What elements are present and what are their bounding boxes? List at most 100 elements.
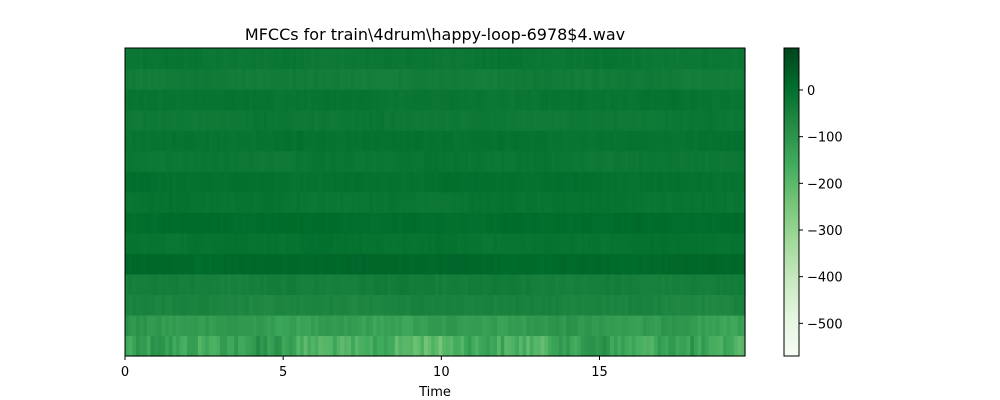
- heatmap-cell: [540, 89, 546, 111]
- heatmap-cell: [154, 68, 159, 90]
- heatmap-cell: [150, 89, 155, 111]
- heatmap-cell: [380, 335, 385, 357]
- heatmap-cell: [591, 253, 597, 275]
- heatmap-cell: [668, 68, 673, 90]
- heatmap-cell: [300, 150, 305, 172]
- heatmap-cell: [555, 273, 560, 295]
- heatmap-cell: [340, 150, 345, 172]
- heatmap-cell: [402, 68, 407, 90]
- heatmap-cell: [697, 109, 702, 131]
- heatmap-cell: [679, 109, 684, 131]
- heatmap-cell: [292, 253, 298, 275]
- heatmap-cell: [365, 150, 370, 172]
- heatmap-cell: [263, 48, 268, 70]
- heatmap-cell: [551, 89, 556, 111]
- heatmap-cell: [176, 191, 181, 213]
- heatmap-cell: [409, 109, 414, 131]
- heatmap-cell: [146, 130, 152, 152]
- heatmap-cell: [413, 48, 418, 70]
- heatmap-cell: [259, 253, 265, 275]
- heatmap-cell: [168, 48, 174, 70]
- heatmap-cell: [300, 232, 305, 254]
- heatmap-cell: [726, 109, 732, 131]
- heatmap-cell: [249, 130, 254, 152]
- heatmap-cell: [245, 253, 250, 275]
- heatmap-cell: [515, 109, 520, 131]
- heatmap-cell: [252, 109, 257, 131]
- heatmap-cell: [456, 212, 462, 234]
- heatmap-cell: [475, 130, 480, 152]
- heatmap-cell: [373, 294, 378, 316]
- heatmap-cell: [621, 68, 626, 90]
- heatmap-cell: [296, 130, 301, 152]
- heatmap-cell: [573, 191, 578, 213]
- heatmap-cell: [329, 171, 334, 193]
- heatmap-cell: [285, 68, 290, 90]
- heatmap-cell: [132, 335, 137, 357]
- heatmap-cell: [249, 273, 254, 295]
- heatmap-cell: [726, 130, 732, 152]
- heatmap-cell: [143, 212, 148, 234]
- heatmap-cell: [135, 253, 141, 275]
- heatmap-cell: [715, 253, 721, 275]
- heatmap-cell: [591, 294, 597, 316]
- heatmap-cell: [230, 212, 236, 234]
- heatmap-cell: [599, 48, 604, 70]
- heatmap-cell: [595, 294, 600, 316]
- heatmap-cell: [661, 294, 666, 316]
- heatmap-cell: [577, 130, 582, 152]
- heatmap-cell: [646, 130, 651, 152]
- heatmap-cell: [486, 253, 491, 275]
- heatmap-cell: [391, 335, 396, 357]
- heatmap-cell: [157, 212, 163, 234]
- heatmap-cell: [168, 273, 174, 295]
- heatmap-cell: [241, 150, 246, 172]
- heatmap-cell: [165, 89, 170, 111]
- heatmap-cell: [234, 89, 239, 111]
- heatmap-cell: [216, 253, 221, 275]
- heatmap-cell: [493, 273, 498, 295]
- heatmap-cell: [387, 89, 392, 111]
- heatmap-cell: [559, 48, 564, 70]
- heatmap-cell: [394, 232, 400, 254]
- heatmap-cell: [194, 48, 199, 70]
- heatmap-cell: [467, 253, 473, 275]
- heatmap-cell: [456, 253, 462, 275]
- heatmap-cell: [661, 68, 666, 90]
- heatmap-cell: [208, 150, 214, 172]
- heatmap-cell: [737, 212, 742, 234]
- heatmap-cell: [387, 109, 392, 131]
- heatmap-cell: [664, 109, 670, 131]
- heatmap-cell: [416, 232, 422, 254]
- heatmap-cell: [529, 314, 535, 337]
- heatmap-cell: [526, 273, 531, 295]
- heatmap-cell: [577, 48, 582, 70]
- heatmap-cell: [533, 335, 538, 357]
- heatmap-cell: [467, 335, 473, 357]
- heatmap-cell: [201, 294, 206, 316]
- heatmap-cell: [194, 314, 199, 337]
- heatmap-cell: [296, 232, 301, 254]
- heatmap-cell: [566, 335, 571, 357]
- heatmap-cell: [624, 335, 629, 357]
- heatmap-cell: [497, 273, 502, 295]
- heatmap-cell: [475, 273, 480, 295]
- heatmap-cell: [606, 212, 611, 234]
- heatmap-cell: [621, 212, 626, 234]
- heatmap-cell: [624, 89, 629, 111]
- heatmap-cell: [154, 273, 159, 295]
- heatmap-cell: [628, 89, 633, 111]
- heatmap-cell: [154, 294, 159, 316]
- heatmap-cell: [646, 314, 651, 337]
- heatmap-cell: [427, 335, 432, 357]
- heatmap-cell: [507, 109, 513, 131]
- heatmap-cell: [591, 191, 597, 213]
- heatmap-cell: [518, 273, 524, 295]
- heatmap-cell: [143, 335, 148, 357]
- heatmap-cell: [540, 212, 546, 234]
- heatmap-cell: [529, 48, 535, 70]
- heatmap-cell: [318, 89, 323, 111]
- heatmap-cell: [143, 109, 148, 131]
- heatmap-cell: [679, 48, 684, 70]
- heatmap-cell: [172, 212, 177, 234]
